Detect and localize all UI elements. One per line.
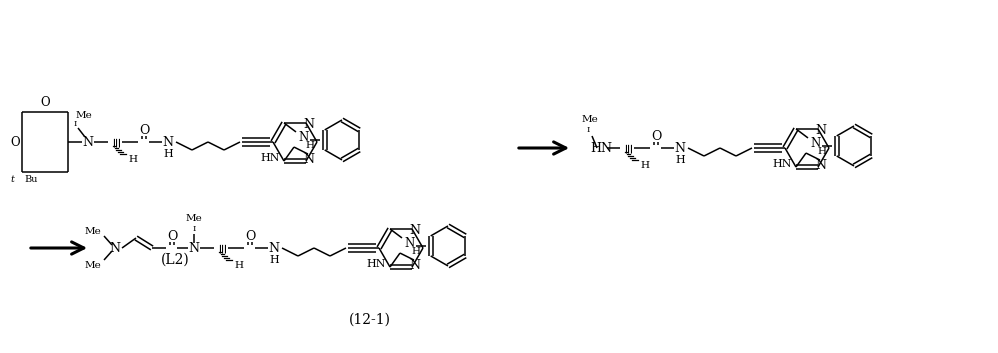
Text: O: O (40, 96, 50, 109)
Text: O: O (139, 124, 149, 137)
Text: H: H (411, 247, 420, 256)
Text: O: O (651, 130, 662, 143)
Text: N: N (409, 258, 420, 271)
Text: H: H (640, 162, 649, 170)
Text: Me: Me (76, 111, 93, 120)
Text: N: N (303, 152, 314, 166)
Text: Me: Me (186, 214, 203, 223)
Text: I: I (586, 126, 590, 134)
Text: Bu: Bu (24, 175, 38, 185)
Text: HN: HN (366, 259, 386, 269)
Text: I: I (73, 120, 77, 128)
Text: (L2): (L2) (161, 253, 190, 267)
Text: H: H (817, 148, 826, 156)
Text: N: N (110, 241, 121, 255)
Text: HN: HN (260, 153, 280, 163)
Text: O: O (10, 136, 20, 149)
Text: N: N (810, 137, 821, 150)
Text: Me: Me (84, 261, 101, 269)
Text: HN: HN (772, 159, 792, 169)
Text: HN: HN (590, 142, 612, 155)
Text: N: N (303, 119, 314, 131)
Text: H: H (234, 262, 243, 270)
Text: N: N (409, 225, 420, 238)
Text: N: N (815, 125, 826, 137)
Text: N: N (405, 238, 415, 250)
Text: N: N (675, 142, 686, 155)
Text: O: O (167, 229, 178, 243)
Text: t: t (10, 175, 14, 185)
Text: N: N (163, 136, 174, 149)
Text: ≡: ≡ (622, 141, 636, 153)
Text: H: H (269, 255, 278, 265)
Text: I: I (193, 225, 196, 233)
Text: H: H (675, 155, 685, 165)
Text: ≡: ≡ (110, 135, 124, 147)
Text: (12-1): (12-1) (349, 313, 391, 327)
Text: N: N (268, 241, 279, 255)
Text: N: N (189, 241, 200, 255)
Text: N: N (298, 131, 309, 144)
Text: O: O (245, 229, 255, 243)
Text: Me: Me (582, 115, 599, 124)
Text: H: H (305, 142, 314, 150)
Text: N: N (83, 136, 94, 149)
Text: H: H (163, 149, 173, 159)
Text: N: N (815, 158, 826, 172)
Text: ≡: ≡ (216, 241, 230, 253)
Text: H: H (128, 156, 137, 164)
Text: Me: Me (84, 227, 101, 235)
